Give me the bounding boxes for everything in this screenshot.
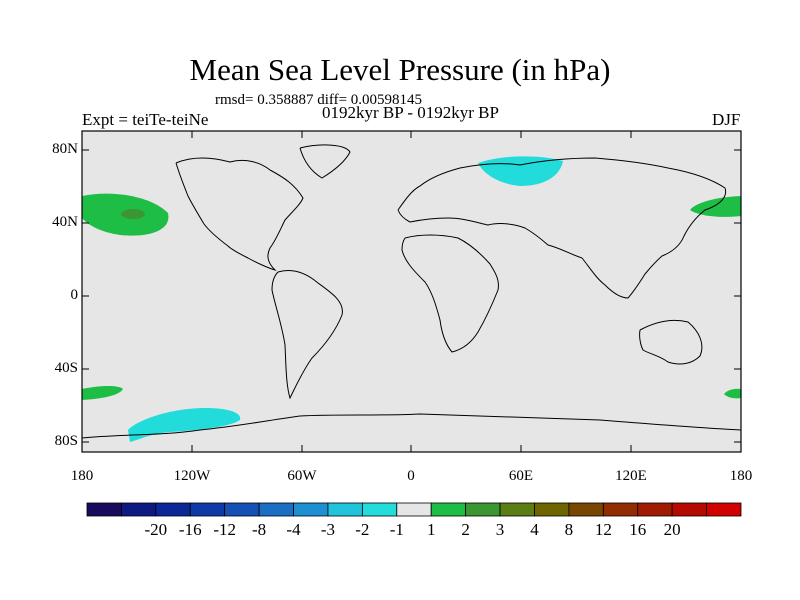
- colorbar-label: 20: [663, 520, 681, 539]
- colorbar-label: 16: [629, 520, 647, 539]
- colorbar-box: [706, 502, 742, 517]
- colorbar-box: [602, 502, 639, 517]
- colorbar-box: [396, 502, 432, 517]
- map-background: [82, 131, 741, 452]
- colorbar-label: 8: [564, 520, 574, 539]
- lon-label-0: 0: [407, 468, 415, 484]
- colorbar-label: -4: [286, 520, 301, 539]
- colorbar-label: -20: [144, 520, 168, 539]
- coastlines: [81, 144, 742, 439]
- colorbar-label: 4: [530, 520, 539, 539]
- chart-title: Mean Sea Level Pressure (in hPa): [189, 52, 611, 87]
- colorbar-box: [465, 502, 501, 517]
- colorbar-label: 12: [594, 520, 612, 539]
- coast-antarctica: [81, 413, 742, 439]
- colorbar-box: [224, 502, 260, 517]
- colorbar-box: [499, 502, 535, 517]
- anomaly-south-pacific-east: [724, 388, 741, 399]
- colorbar-box: [568, 502, 604, 517]
- coast-africa: [401, 234, 499, 353]
- colorbar-label: -16: [178, 520, 202, 539]
- lon-label-120w: 120W: [173, 468, 211, 484]
- lon-label-180w: 180: [70, 468, 94, 484]
- colorbar-label: 1: [426, 520, 436, 539]
- colorbar-box: [671, 502, 707, 517]
- colorbar-box: [361, 502, 398, 517]
- coast-south-america: [271, 269, 343, 400]
- lat-label-0: 0: [70, 287, 79, 303]
- colorbar-box: [258, 502, 294, 517]
- period-label: 0192kyr BP - 0192kyr BP: [322, 103, 499, 122]
- colorbar-label: -1: [389, 520, 404, 539]
- colorbar-label: 3: [495, 520, 505, 539]
- colorbar-box: [293, 502, 329, 517]
- anomaly-north-pacific-core: [121, 209, 145, 219]
- coast-europe-asia: [397, 157, 727, 299]
- lat-label-80s: 80S: [54, 433, 78, 449]
- colorbar-label: -8: [252, 520, 267, 539]
- lat-label-80n: 80N: [52, 141, 78, 157]
- lat-label-40s: 40S: [54, 360, 78, 376]
- colorbar-box: [327, 502, 363, 517]
- stats-line: rmsd= 0.358887 diff= 0.00598145: [215, 92, 423, 108]
- coast-greenland: [299, 144, 351, 179]
- coast-australia: [639, 319, 703, 365]
- colorbar-label: -12: [213, 520, 236, 539]
- colorbar-box: [121, 502, 157, 517]
- colorbar-box: [86, 502, 122, 517]
- anomaly-south-pacific-west: [82, 385, 123, 400]
- lat-label-40n: 40N: [52, 214, 78, 230]
- lon-label-120e: 120E: [615, 468, 647, 484]
- lon-label-60e: 60E: [508, 468, 534, 484]
- colorbar-box: [155, 502, 191, 517]
- axis-ticks: [81, 131, 742, 452]
- season-label: DJF: [712, 110, 741, 129]
- colorbar-box: [189, 502, 226, 517]
- colorbar-box: [430, 502, 467, 517]
- experiment-label: Expt = teiTe-teiNe: [82, 110, 209, 129]
- lon-label-60w: 60W: [287, 468, 317, 484]
- colorbar-label: -3: [320, 520, 336, 539]
- colorbar-box: [637, 502, 673, 517]
- colorbar-label: -2: [355, 520, 370, 539]
- colorbar: [86, 502, 742, 517]
- lon-label-180e: 180: [729, 468, 753, 484]
- coast-north-america: [175, 157, 304, 272]
- colorbar-box: [534, 502, 570, 517]
- colorbar-label: 2: [461, 520, 470, 539]
